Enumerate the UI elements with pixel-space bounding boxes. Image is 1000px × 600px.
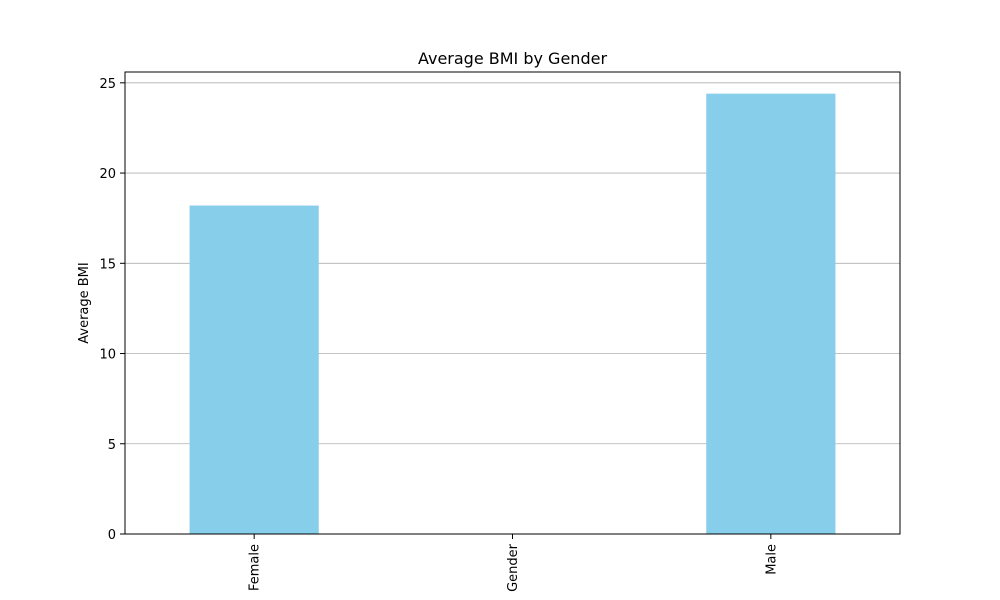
x-tick-label: Male	[764, 544, 779, 575]
y-tick-label: 10	[99, 348, 116, 363]
y-tick-label: 20	[99, 167, 116, 182]
chart-title: Average BMI by Gender	[418, 49, 607, 68]
y-axis-label: Average BMI	[77, 262, 92, 344]
bars	[189, 93, 836, 534]
y-tick-label: 25	[99, 77, 116, 92]
y-tick-label: 0	[108, 528, 116, 543]
y-axis-ticks: 0 5 10 15 20 25	[99, 77, 125, 543]
y-tick-label: 15	[99, 257, 116, 272]
x-axis-ticks: Female Gender Male	[248, 534, 779, 592]
x-tick-label: Gender	[506, 543, 521, 592]
x-tick-label: Female	[248, 544, 263, 591]
bar-female	[189, 205, 319, 534]
y-tick-label: 5	[108, 438, 116, 453]
bar-male	[706, 93, 836, 534]
